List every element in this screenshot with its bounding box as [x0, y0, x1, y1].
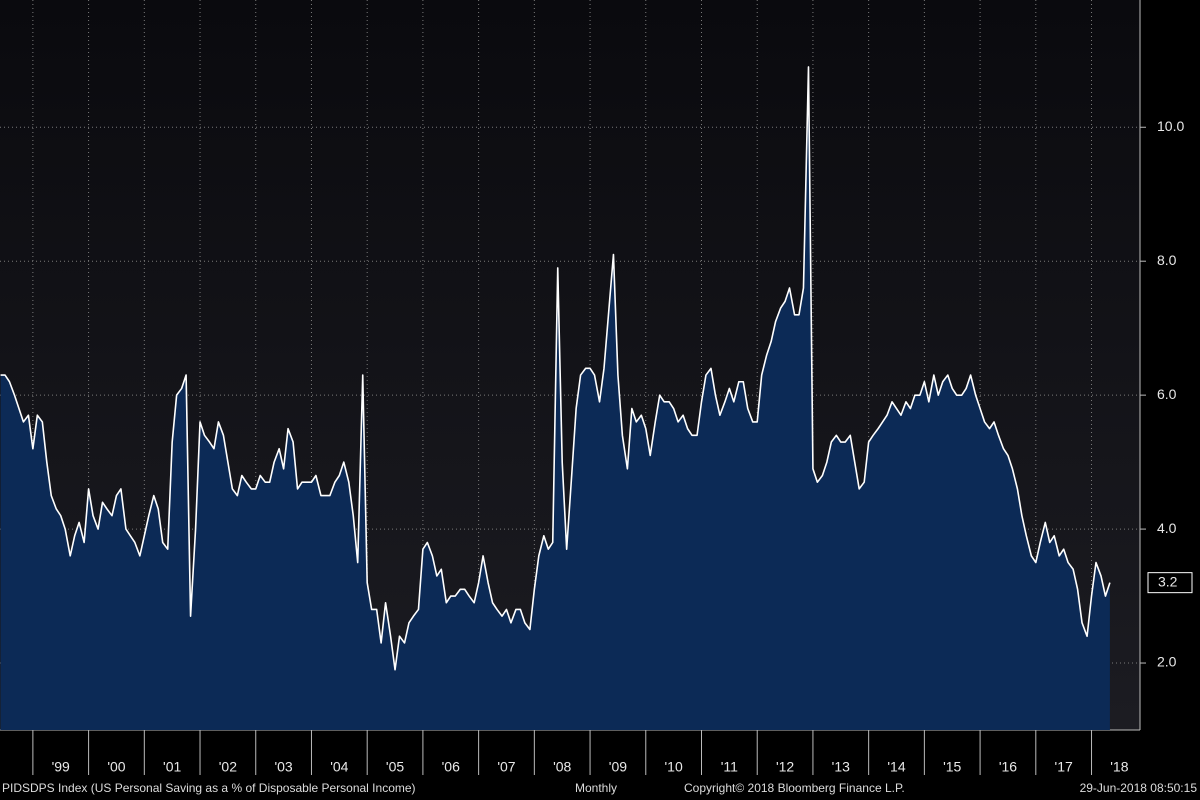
- x-tick-label: '06: [442, 759, 460, 775]
- footer-title: PIDSDPS Index (US Personal Saving as a %…: [2, 781, 416, 795]
- last-value-label: 3.2: [1158, 573, 1178, 589]
- footer-timestamp: 29-Jun-2018 08:50:15: [1080, 781, 1198, 795]
- y-tick-label: 10.0: [1157, 118, 1184, 134]
- y-tick-label: 2.0: [1157, 654, 1177, 670]
- x-tick-label: '09: [609, 759, 627, 775]
- y-tick-label: 6.0: [1157, 386, 1177, 402]
- last-value-box: [1147, 572, 1193, 594]
- x-tick-label: '10: [665, 759, 683, 775]
- x-tick-label: '14: [887, 759, 905, 775]
- x-tick-label: '04: [330, 759, 348, 775]
- x-tick-label: '08: [553, 759, 571, 775]
- x-tick-label: '01: [163, 759, 181, 775]
- x-tick-label: '16: [999, 759, 1017, 775]
- area: [0, 66, 1110, 731]
- x-tick-label: '03: [274, 759, 292, 775]
- footer-frequency: Monthly: [575, 781, 617, 795]
- x-tick-label: '12: [776, 759, 794, 775]
- x-tick-label: '13: [832, 759, 850, 775]
- x-tick-label: '99: [52, 759, 70, 775]
- y-tick-label: 4.0: [1157, 520, 1177, 536]
- y-tick-label: 8.0: [1157, 252, 1177, 268]
- x-tick-label: '00: [107, 759, 125, 775]
- footer-copyright: Copyright© 2018 Bloomberg Finance L.P.: [684, 781, 905, 795]
- x-tick-label: '02: [219, 759, 237, 775]
- x-tick-label: '05: [386, 759, 404, 775]
- x-tick-label: '07: [497, 759, 515, 775]
- x-tick-label: '18: [1110, 759, 1128, 775]
- x-tick-label: '15: [943, 759, 961, 775]
- x-tick-label: '17: [1055, 759, 1073, 775]
- line: [0, 66, 1111, 671]
- x-tick-label: '11: [721, 759, 738, 775]
